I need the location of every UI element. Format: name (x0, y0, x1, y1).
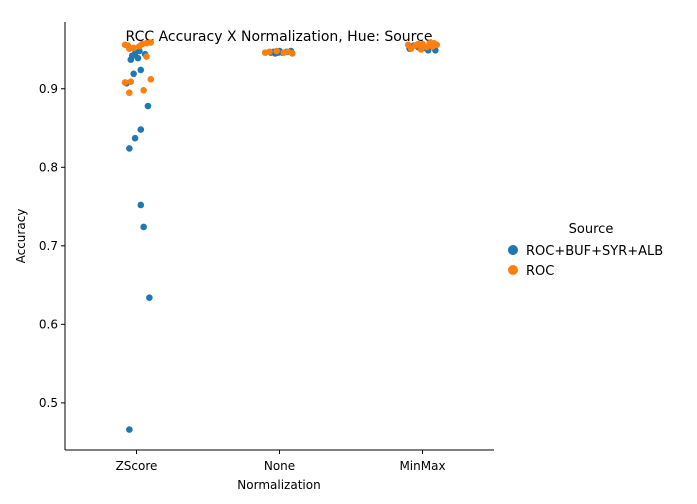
legend-marker-roc-buf-syr-alb (508, 245, 518, 255)
point-roc-buf-syr-alb-zscore (146, 294, 153, 301)
point-roc-zscore (140, 87, 147, 94)
point-roc-buf-syr-alb-zscore (137, 126, 145, 133)
x-tick-label-minmax: MinMax (399, 459, 445, 473)
x-tick-label-zscore: ZScore (116, 459, 158, 473)
point-roc-buf-syr-alb-zscore (144, 102, 152, 110)
legend-marker-roc (508, 265, 518, 275)
point-roc-zscore (121, 41, 129, 49)
legend-entries: ROC+BUF+SYR+ALB ROC (508, 244, 663, 279)
point-roc-none (273, 47, 280, 55)
point-roc-buf-syr-alb-zscore (130, 70, 137, 78)
y-axis-ticks: 0.5 0.6 0.7 0.8 0.9 (39, 82, 65, 410)
point-roc-none (284, 48, 292, 56)
legend-label-roc: ROC (526, 264, 554, 279)
legend-label-roc-buf-syr-alb: ROC+BUF+SYR+ALB (526, 244, 663, 259)
point-roc-buf-syr-alb-zscore (136, 47, 143, 55)
plot-area: 0.5 0.6 0.7 0.8 0.9 ZScore None MinMax (39, 22, 494, 473)
x-tick-label-none: None (264, 459, 295, 473)
y-axis-label: Accuracy (14, 209, 28, 264)
y-tick-label-0-7: 0.7 (39, 239, 58, 253)
x-axis-ticks: ZScore None MinMax (116, 450, 446, 473)
chart-title: RCC Accuracy X Normalization, Hue: Sourc… (126, 29, 433, 45)
point-roc-minmax (404, 41, 412, 49)
point-roc-zscore (147, 76, 155, 83)
point-roc-buf-syr-alb-zscore (140, 223, 147, 231)
point-roc-zscore (130, 44, 137, 52)
y-tick-label-0-6: 0.6 (39, 317, 58, 331)
legend: Source ROC+BUF+SYR+ALB ROC (508, 222, 663, 279)
point-roc-zscore (143, 53, 150, 60)
legend-title: Source (569, 222, 614, 237)
point-roc-buf-syr-alb-zscore (126, 426, 133, 433)
point-roc-zscore (127, 78, 135, 85)
x-axis-label: Normalization (237, 478, 320, 492)
y-tick-label-0-8: 0.8 (39, 160, 58, 174)
point-roc-zscore (126, 89, 133, 96)
y-tick-label-0-9: 0.9 (39, 82, 58, 96)
point-roc-minmax (417, 46, 425, 53)
y-tick-label-0-5: 0.5 (39, 396, 58, 410)
point-roc-zscore (147, 39, 155, 46)
point-roc-minmax (414, 40, 422, 48)
point-roc-minmax (430, 39, 438, 47)
point-roc-buf-syr-alb-zscore (137, 201, 145, 209)
point-roc-buf-syr-alb-zscore (131, 134, 139, 142)
point-roc-zscore (121, 79, 129, 86)
point-roc-buf-syr-alb-zscore (137, 66, 145, 74)
point-roc-buf-syr-alb-zscore (126, 145, 133, 152)
point-roc-none (266, 48, 273, 56)
data-points (121, 39, 441, 433)
